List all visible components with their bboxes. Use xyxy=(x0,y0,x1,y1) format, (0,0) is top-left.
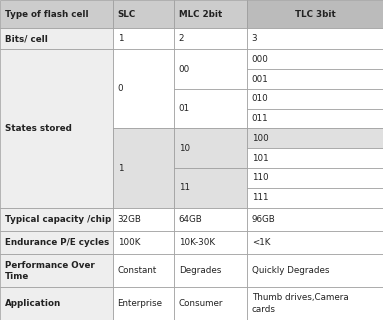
Text: 1: 1 xyxy=(118,164,123,172)
Text: Consumer: Consumer xyxy=(179,299,223,308)
Text: MLC 2bit: MLC 2bit xyxy=(179,10,222,19)
Bar xyxy=(0,231,113,254)
Text: Constant: Constant xyxy=(118,266,157,275)
Bar xyxy=(247,254,383,287)
Text: 11: 11 xyxy=(179,183,190,192)
Text: 001: 001 xyxy=(252,75,268,84)
Bar xyxy=(247,168,383,188)
Bar xyxy=(0,287,113,320)
Text: Typical capacity /chip: Typical capacity /chip xyxy=(5,215,111,224)
Text: <1K: <1K xyxy=(252,238,270,247)
Text: 32GB: 32GB xyxy=(118,215,141,224)
Bar xyxy=(247,28,383,49)
Text: 100: 100 xyxy=(252,134,268,143)
Text: 1: 1 xyxy=(118,34,123,43)
Bar xyxy=(174,231,247,254)
Text: 01: 01 xyxy=(179,104,190,113)
Bar xyxy=(174,254,247,287)
Bar xyxy=(113,231,174,254)
Bar xyxy=(174,89,247,129)
Bar xyxy=(113,287,174,320)
Text: 10K-30K: 10K-30K xyxy=(179,238,215,247)
Bar xyxy=(174,129,247,168)
Text: 3: 3 xyxy=(252,34,257,43)
Bar xyxy=(113,0,174,28)
Bar xyxy=(0,49,113,208)
Bar xyxy=(247,69,383,89)
Text: 0: 0 xyxy=(118,84,123,93)
Bar xyxy=(247,231,383,254)
Bar xyxy=(113,254,174,287)
Text: SLC: SLC xyxy=(118,10,136,19)
Bar xyxy=(247,188,383,208)
Bar xyxy=(113,208,174,231)
Bar xyxy=(113,129,174,208)
Text: Degrades: Degrades xyxy=(179,266,221,275)
Bar xyxy=(247,89,383,109)
Bar xyxy=(174,168,247,208)
Bar xyxy=(113,28,174,49)
Text: 010: 010 xyxy=(252,94,268,103)
Text: 111: 111 xyxy=(252,193,268,202)
Bar xyxy=(0,0,113,28)
Bar xyxy=(174,49,247,89)
Text: Quickly Degrades: Quickly Degrades xyxy=(252,266,329,275)
Text: Application: Application xyxy=(5,299,61,308)
Text: 10: 10 xyxy=(179,144,190,153)
Text: Endurance P/E cycles: Endurance P/E cycles xyxy=(5,238,109,247)
Text: Performance Over
Time: Performance Over Time xyxy=(5,260,94,281)
Text: 100K: 100K xyxy=(118,238,140,247)
Text: 2: 2 xyxy=(179,34,184,43)
Bar xyxy=(0,254,113,287)
Bar xyxy=(174,0,247,28)
Bar xyxy=(247,0,383,28)
Text: 00: 00 xyxy=(179,65,190,74)
Bar xyxy=(0,208,113,231)
Text: Bits/ cell: Bits/ cell xyxy=(5,34,47,43)
Text: TLC 3bit: TLC 3bit xyxy=(295,10,336,19)
Bar xyxy=(247,208,383,231)
Text: Thumb drives,Camera
cards: Thumb drives,Camera cards xyxy=(252,293,349,314)
Text: 000: 000 xyxy=(252,55,268,64)
Text: Type of flash cell: Type of flash cell xyxy=(5,10,88,19)
Text: 101: 101 xyxy=(252,154,268,163)
Text: 011: 011 xyxy=(252,114,268,123)
Bar xyxy=(247,109,383,129)
Text: 110: 110 xyxy=(252,173,268,182)
Bar xyxy=(174,287,247,320)
Bar xyxy=(0,28,113,49)
Text: Enterprise: Enterprise xyxy=(118,299,162,308)
Bar xyxy=(247,148,383,168)
Bar xyxy=(174,28,247,49)
Bar xyxy=(247,287,383,320)
Bar xyxy=(113,49,174,129)
Text: 96GB: 96GB xyxy=(252,215,275,224)
Text: States stored: States stored xyxy=(5,124,72,133)
Bar xyxy=(174,208,247,231)
Text: 64GB: 64GB xyxy=(179,215,203,224)
Bar xyxy=(247,49,383,69)
Bar xyxy=(247,129,383,148)
